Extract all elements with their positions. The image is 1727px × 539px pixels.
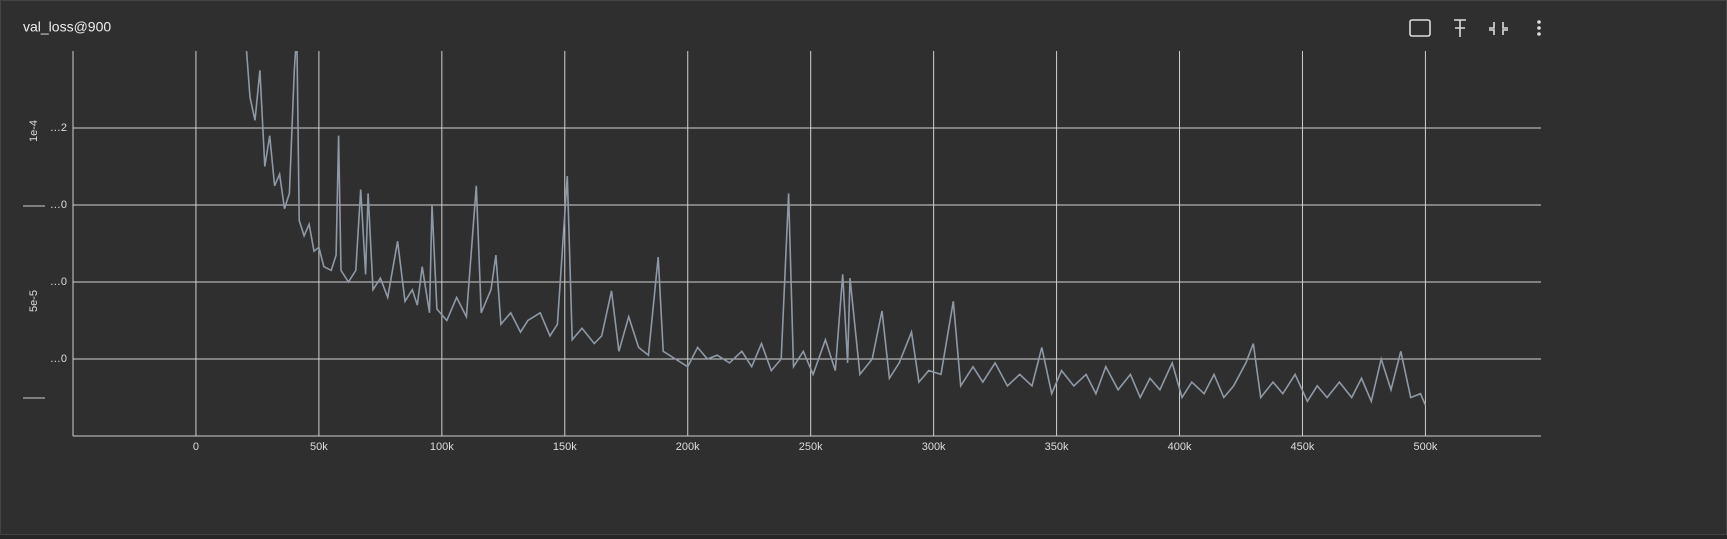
x-tick-label: 100k bbox=[430, 441, 454, 453]
x-tick-label: 200k bbox=[676, 441, 700, 453]
pin-icon[interactable] bbox=[1454, 19, 1466, 37]
y-tick-label: …0 bbox=[50, 199, 67, 211]
x-tick-label: 250k bbox=[799, 441, 823, 453]
collapse-icon[interactable] bbox=[1489, 22, 1508, 35]
x-tick-label: 400k bbox=[1168, 441, 1192, 453]
y-axis-label: 1e-4 bbox=[28, 120, 40, 142]
y-tick-label: …2 bbox=[50, 122, 67, 134]
y-tick-label: …0 bbox=[50, 276, 67, 288]
x-tick-label: 50k bbox=[310, 441, 328, 453]
fit-icon[interactable] bbox=[1409, 19, 1431, 37]
x-tick-label: 450k bbox=[1291, 441, 1315, 453]
toolbar bbox=[1409, 19, 1541, 37]
line bbox=[245, 51, 1427, 406]
x-tick-label: 0 bbox=[193, 441, 199, 453]
x-tick-label: 500k bbox=[1413, 441, 1437, 453]
x-tick-label: 300k bbox=[922, 441, 946, 453]
y-axis-label: 5e-5 bbox=[28, 290, 40, 312]
menu-icon[interactable] bbox=[1537, 20, 1541, 36]
x-tick-label: 150k bbox=[553, 441, 577, 453]
y-tick-label: …0 bbox=[50, 353, 67, 365]
chart-title: val_loss@900 bbox=[23, 19, 111, 35]
x-tick-label: 350k bbox=[1045, 441, 1069, 453]
